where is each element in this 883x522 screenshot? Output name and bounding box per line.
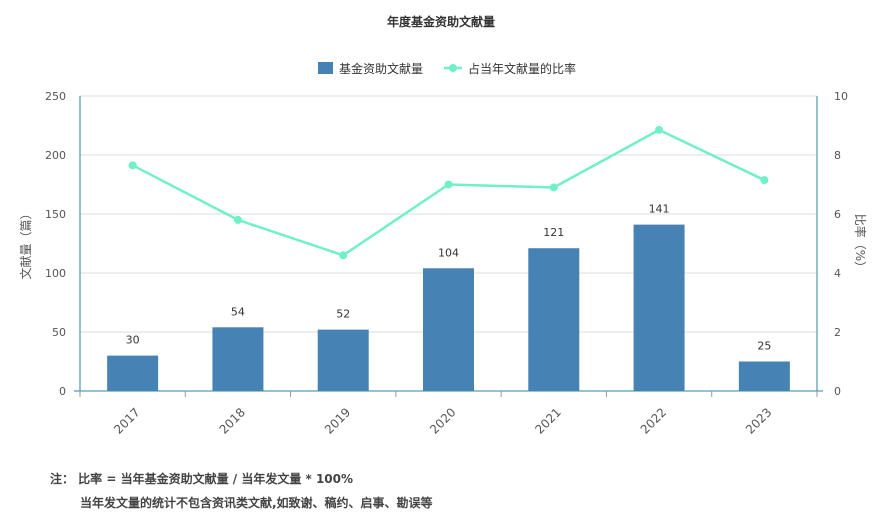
bar-value-label: 25 [757, 340, 771, 353]
x-tick-label: 2019 [322, 405, 353, 436]
bar-value-label: 141 [649, 203, 670, 216]
line-series[interactable] [128, 125, 769, 260]
y-axis-title-right: 比率（%） [853, 214, 868, 273]
ratio-point-2017[interactable] [128, 161, 137, 170]
bar-2023[interactable] [738, 361, 790, 392]
y-tick-left: 100 [45, 267, 66, 280]
bar-series[interactable] [107, 224, 790, 392]
bar-value-label: 104 [438, 246, 459, 259]
ratio-point-2023[interactable] [760, 176, 769, 185]
y-tick-right: 4 [834, 267, 841, 280]
bar-2021[interactable] [528, 248, 580, 391]
y-tick-right: 0 [834, 385, 841, 398]
bar-value-label: 52 [336, 308, 350, 321]
y-tick-left: 50 [52, 326, 66, 339]
legend[interactable]: 基金资助文献量 占当年文献量的比率 [318, 61, 576, 76]
ratio-point-2021[interactable] [549, 183, 558, 192]
bar-2022[interactable] [633, 224, 685, 391]
y-axis-title-left: 文献量（篇） [18, 207, 33, 279]
y-tick-left: 250 [45, 90, 66, 103]
y-tick-right: 6 [834, 208, 841, 221]
y-tick-right: 8 [834, 149, 841, 162]
legend-swatch-marker [449, 64, 457, 72]
x-tick-label: 2022 [638, 405, 669, 436]
x-tick-label: 2023 [743, 405, 774, 436]
bar-2018[interactable] [212, 327, 264, 391]
bar-value-label: 30 [126, 334, 140, 347]
bar-value-label: 121 [543, 226, 564, 239]
y-tick-right: 2 [834, 326, 841, 339]
y-tick-right: 10 [834, 90, 848, 103]
x-tick-label: 2020 [427, 405, 458, 436]
x-tick-label: 2018 [217, 405, 248, 436]
legend-label-bar: 基金资助文献量 [339, 61, 423, 76]
data-labels: 30 54 52 104 121 141 25 [126, 203, 772, 353]
bar-2020[interactable] [423, 268, 474, 391]
ratio-point-2018[interactable] [233, 215, 242, 224]
x-tick-label: 2017 [111, 405, 142, 436]
bar-2017[interactable] [107, 355, 159, 391]
legend-label-line: 占当年文献量的比率 [468, 61, 576, 76]
y-tick-left: 200 [45, 149, 66, 162]
y-tick-left: 0 [59, 385, 66, 398]
bar-value-label: 54 [231, 305, 245, 318]
x-tick-label: 2021 [532, 405, 563, 436]
footnote-formula: 注： 比率 = 当年基金资助文献量 / 当年发文量 * 100% [50, 472, 354, 486]
ratio-point-2019[interactable] [339, 251, 348, 260]
bar-2019[interactable] [317, 329, 369, 391]
footnote-exclusion: 当年发文量的统计不包含资讯类文献,如致谢、稿约、启事、勘误等 [80, 496, 433, 510]
y-tick-left: 150 [45, 208, 66, 221]
ratio-point-2020[interactable] [444, 180, 453, 189]
ratio-point-2022[interactable] [655, 125, 664, 134]
chart-title: 年度基金资助文献量 [387, 14, 495, 29]
legend-swatch-bar [318, 62, 333, 74]
